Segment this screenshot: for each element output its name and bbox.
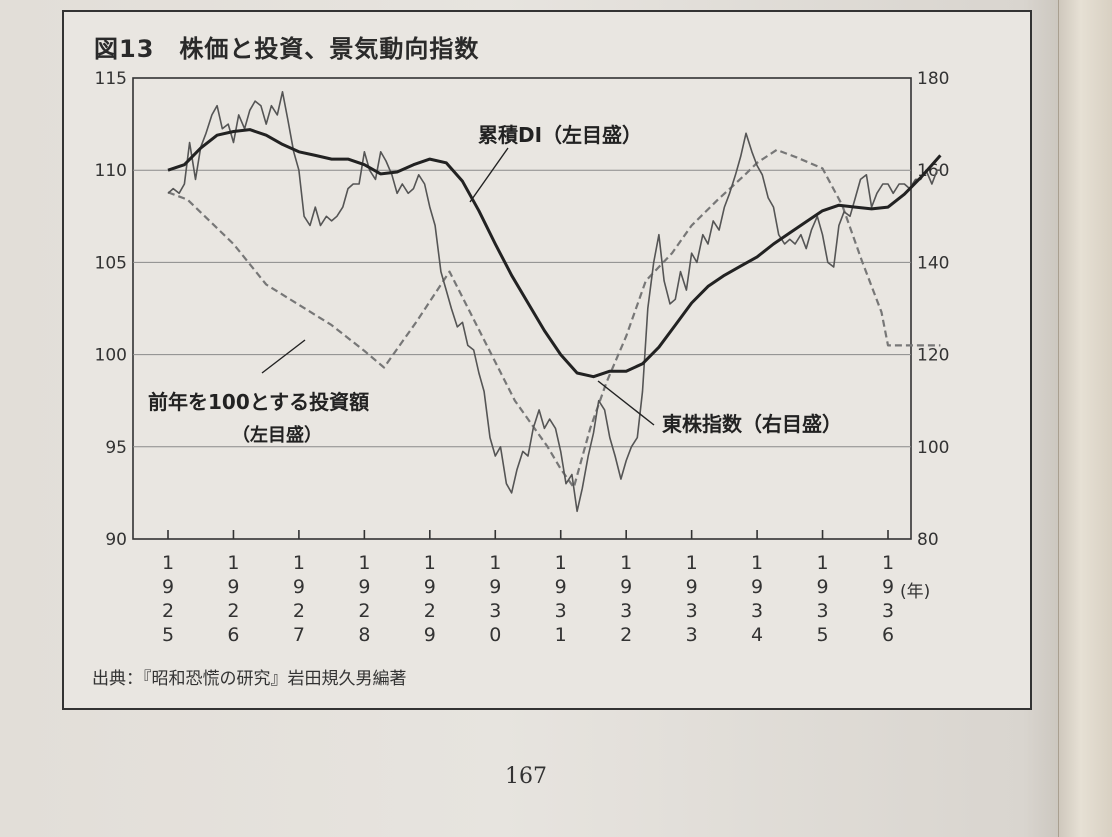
x-axis-ticks: 1 9 2 5 1 9 2 6 1 9 2 7 1 9 2 8 1 9 2 9 1 9 3 0 1 9 3 1 1 9 3 2 1 9 3 3 1 9 3 4…	[162, 530, 894, 646]
book-page-edge	[1058, 0, 1112, 837]
right-tick-label-140: 140	[917, 253, 949, 273]
series-layer	[167, 91, 942, 513]
di-annotation: 累積DI（左目盛）	[478, 123, 642, 147]
investment-annotation: 前年を100とする投資額	[148, 390, 369, 414]
stock-annotation: 東株指数（右目盛）	[662, 412, 842, 436]
left-tick-label-110: 110	[95, 161, 127, 181]
page-number: 167	[505, 764, 547, 789]
stock-leader-line	[597, 380, 655, 426]
annotation-leaders	[261, 147, 655, 426]
left-tick-label-90: 90	[105, 530, 127, 550]
right-tick-label-160: 160	[917, 161, 949, 181]
left-tick-label-105: 105	[95, 253, 127, 273]
grid-lines	[133, 169, 911, 448]
plot-area	[132, 77, 912, 540]
right-tick-label-100: 100	[917, 438, 949, 458]
right-tick-label-80: 80	[917, 530, 939, 550]
left-tick-label-100: 100	[95, 346, 127, 366]
figure-source: 出典：『昭和恐慌の研究』岩田規久男編著	[92, 669, 407, 689]
di-leader-line	[469, 147, 509, 203]
investment-axis-annotation: （左目盛）	[232, 424, 322, 446]
left-tick-label-115: 115	[95, 69, 127, 89]
left-axis-ticks: 90 95 100 105 110 115	[95, 69, 127, 550]
right-tick-label-180: 180	[917, 69, 949, 89]
investment-leader-line	[261, 339, 306, 374]
right-axis-ticks: 80 100 120 140 160 180	[917, 69, 949, 550]
x-unit-label: (年)	[900, 582, 930, 602]
series-line-stock	[167, 91, 941, 513]
figure-title: 図13 株価と投資、景気動向指数	[94, 35, 480, 63]
left-tick-label-95: 95	[105, 438, 127, 458]
series-line-di	[167, 128, 942, 379]
right-tick-label-120: 120	[917, 346, 949, 366]
